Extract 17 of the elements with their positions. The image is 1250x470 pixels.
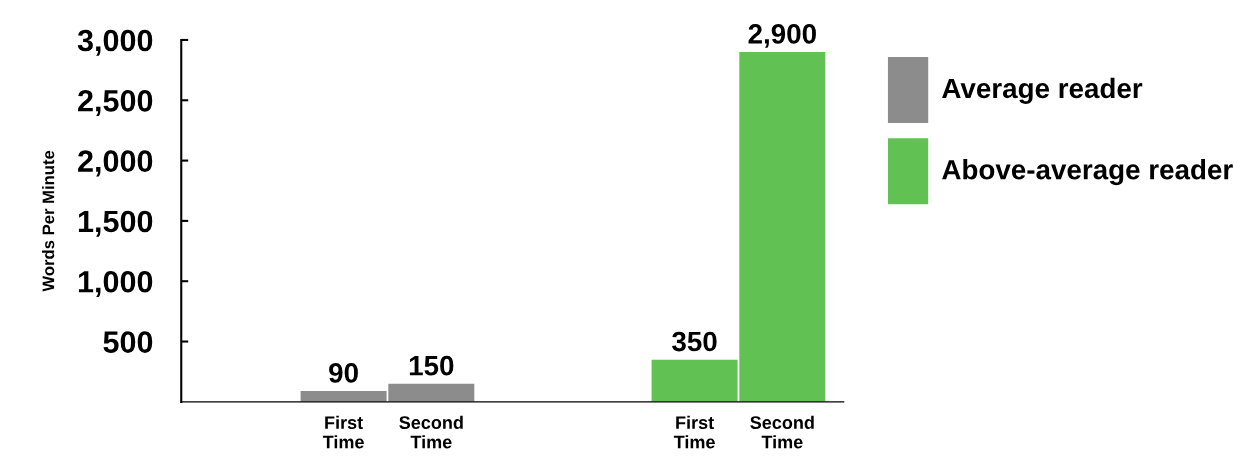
x-tick-label: First Time	[322, 415, 364, 449]
legend-label: Above-average reader	[942, 159, 1233, 186]
data-label: 2,900	[748, 24, 816, 48]
data-label: 90	[329, 363, 358, 383]
y-axis-title: Words Per Minute	[42, 150, 55, 292]
y-tick-label: 500	[103, 331, 153, 353]
data-label: 150	[409, 355, 454, 376]
x-tick-label: Second Time	[399, 415, 463, 449]
x-tick-label: Second Time	[750, 415, 814, 449]
y-tick-label: 1,500	[78, 210, 153, 237]
y-tick-label: 2,000	[78, 150, 153, 177]
y-tick-label: 1,000	[78, 270, 153, 298]
y-tick-label: 3,000	[77, 29, 153, 56]
legend-label: Average reader	[942, 77, 1143, 104]
data-label: 350	[672, 331, 717, 352]
x-tick-label: First Time	[673, 415, 715, 449]
y-tick-label: 2,500	[78, 90, 153, 117]
